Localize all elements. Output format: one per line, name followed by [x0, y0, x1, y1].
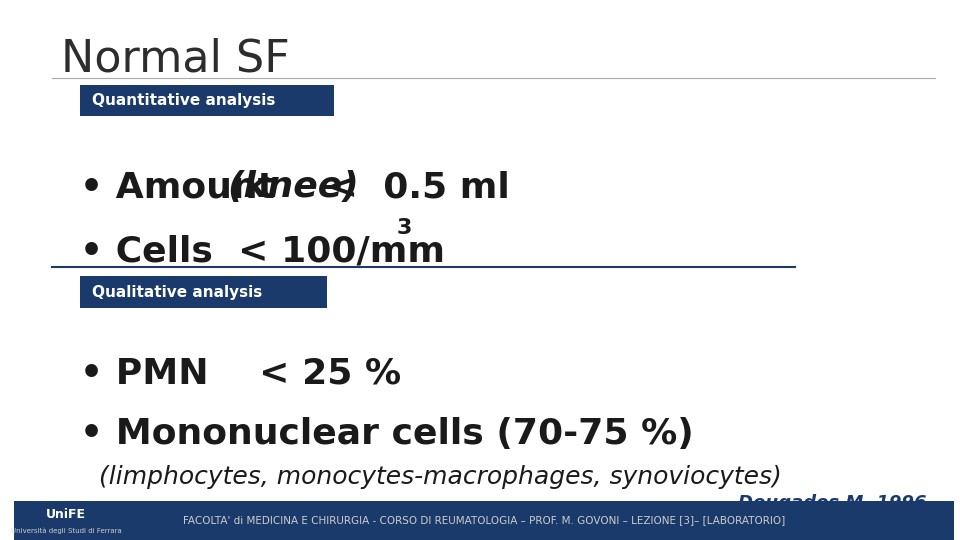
Text: • PMN    < 25 %: • PMN < 25 % — [81, 356, 401, 390]
Text: • Amount: • Amount — [81, 170, 288, 204]
Text: • Cells  < 100/mm: • Cells < 100/mm — [81, 235, 445, 269]
Text: UniFE: UniFE — [46, 508, 86, 521]
Text: Quantitative analysis: Quantitative analysis — [91, 93, 275, 108]
Text: Normal SF: Normal SF — [61, 38, 290, 81]
FancyBboxPatch shape — [14, 501, 954, 540]
Text: Qualitative analysis: Qualitative analysis — [91, 285, 262, 300]
FancyBboxPatch shape — [81, 85, 334, 116]
Text: Dougados M, 1996: Dougados M, 1996 — [737, 494, 926, 512]
Text: • Mononuclear cells (70-75 %): • Mononuclear cells (70-75 %) — [81, 417, 694, 451]
FancyBboxPatch shape — [81, 276, 327, 308]
Text: <  0.5 ml: < 0.5 ml — [315, 170, 510, 204]
Text: (knee): (knee) — [227, 170, 359, 204]
Text: FACOLTA' di MEDICINA E CHIRURGIA - CORSO DI REUMATOLOGIA – PROF. M. GOVONI – LEZ: FACOLTA' di MEDICINA E CHIRURGIA - CORSO… — [183, 516, 785, 525]
Text: (limphocytes, monocytes-macrophages, synoviocytes): (limphocytes, monocytes-macrophages, syn… — [99, 465, 781, 489]
Text: 3: 3 — [397, 218, 413, 238]
Text: Università degli Studi di Ferrara: Università degli Studi di Ferrara — [11, 527, 122, 534]
